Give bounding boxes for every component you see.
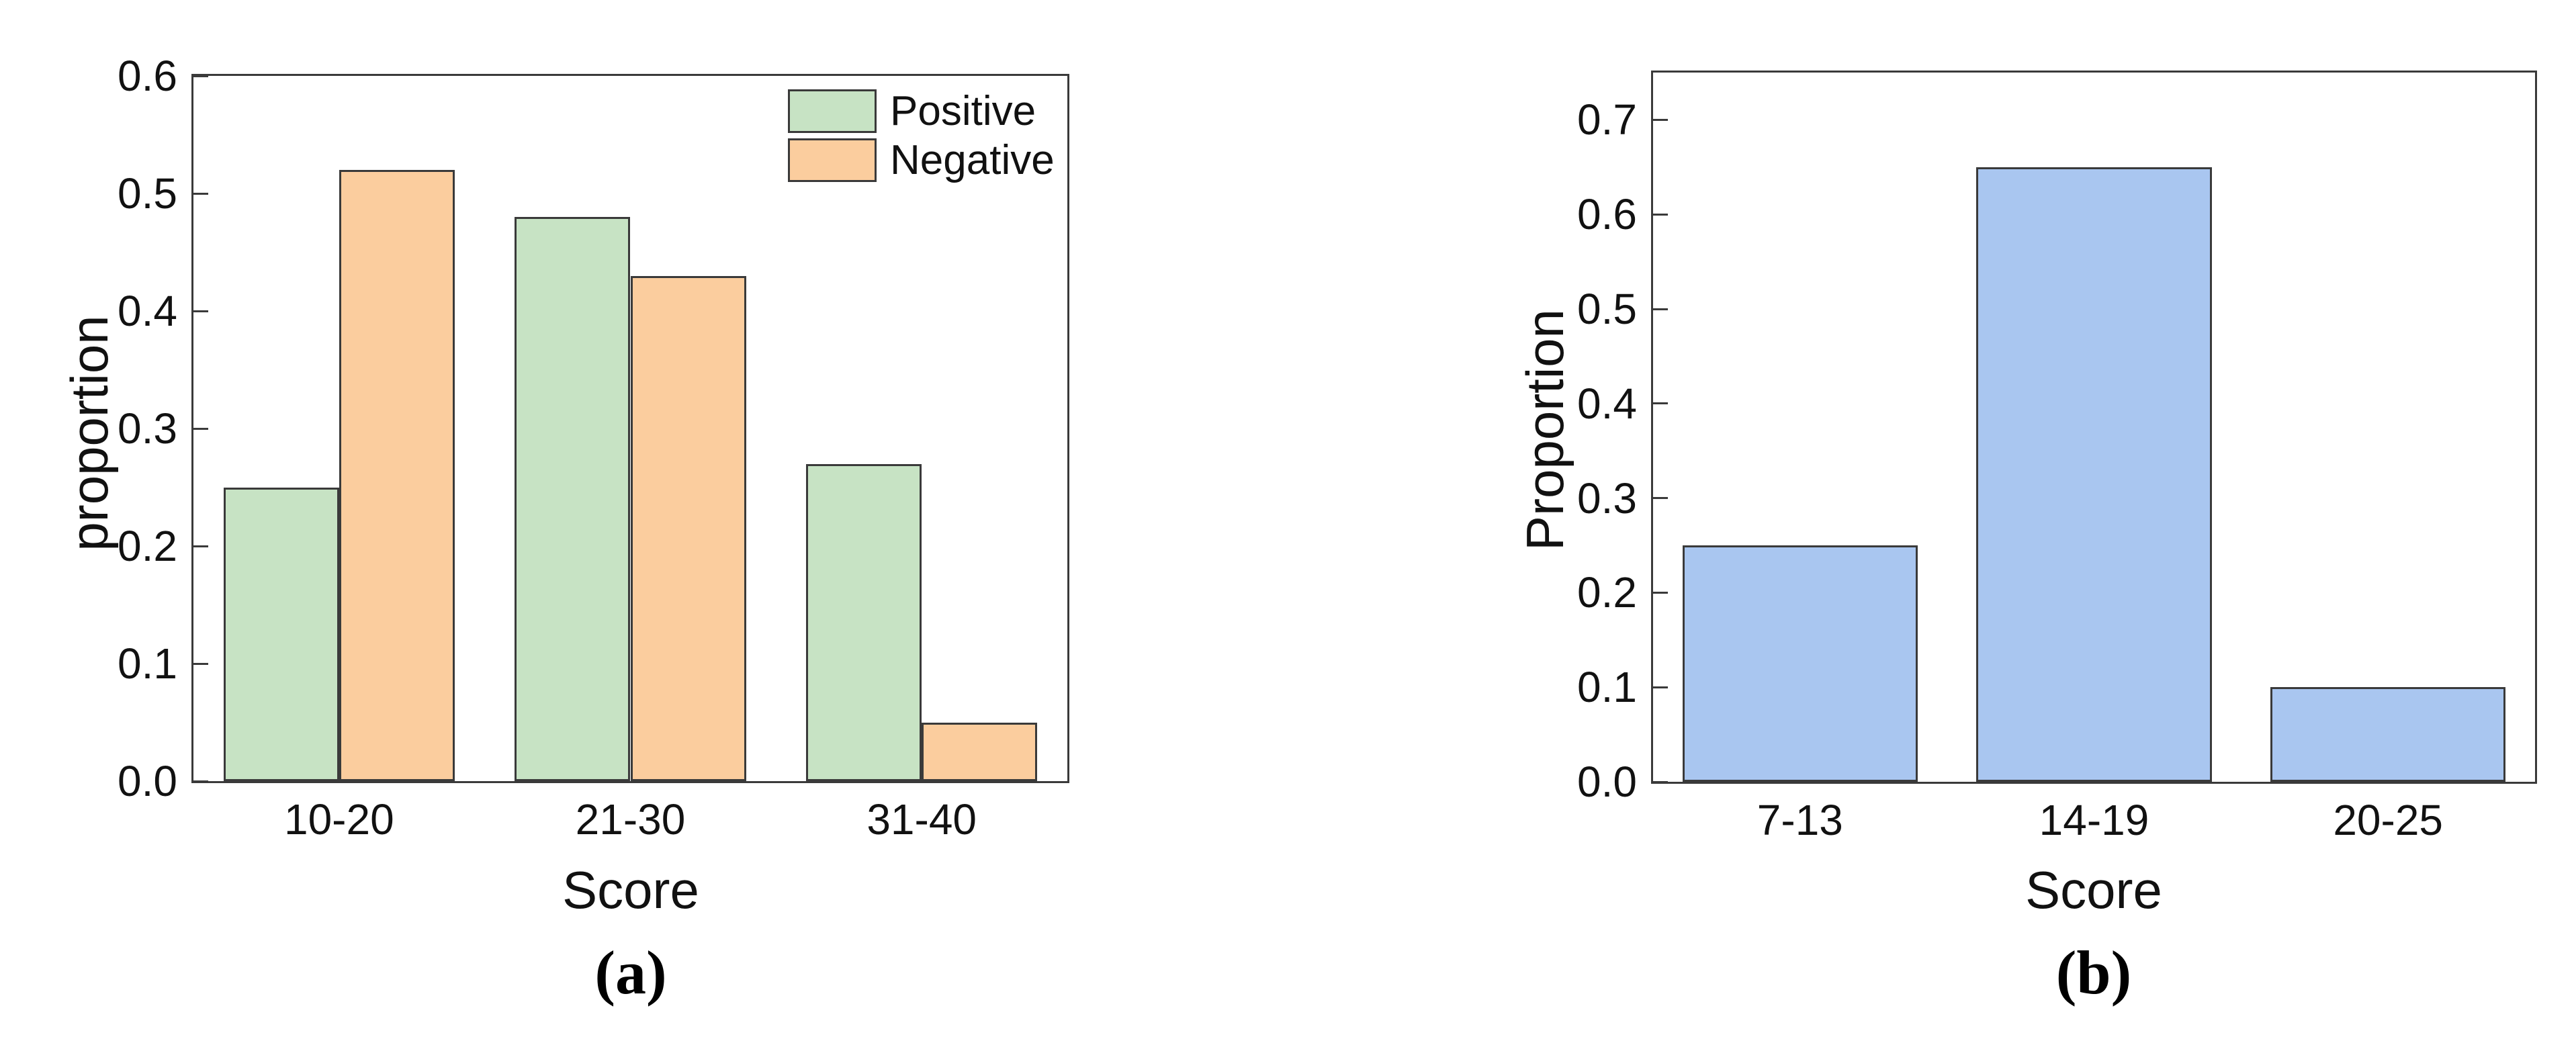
- y-tick-mark: [1653, 780, 1668, 783]
- y-tick-mark: [1653, 118, 1668, 121]
- legend-swatch-negative: [788, 138, 877, 182]
- panel-caption-a: (a): [594, 938, 667, 1007]
- y-tick-label: 0.3: [1577, 474, 1637, 523]
- y-tick-label: 0.0: [118, 757, 177, 805]
- legend-item-positive: Positive: [788, 89, 1055, 133]
- y-tick-label: 0.5: [118, 169, 177, 218]
- plot-area-a: 0.0 0.1 0.2 0.3 0.4 0.5 0.6 10-20 21-30 31-40 Posi…: [118, 54, 1069, 841]
- y-tick-label: 0.1: [1577, 663, 1637, 712]
- x-category-label: 20-25: [2333, 796, 2443, 844]
- bar-negative-10-20: [339, 170, 455, 781]
- bar-value-20-25: [2270, 687, 2506, 782]
- x-axis-label-b: Score: [2025, 860, 2162, 919]
- bar-positive-10-20: [223, 487, 339, 781]
- y-tick-mark: [193, 75, 208, 77]
- x-category-label: 14-19: [2039, 796, 2149, 844]
- y-tick-label: 0.7: [1577, 95, 1637, 144]
- bar-value-14-19: [1976, 167, 2212, 782]
- y-tick-mark: [193, 545, 208, 547]
- legend-item-negative: Negative: [788, 138, 1055, 182]
- y-tick-label: 0.0: [1577, 758, 1637, 806]
- y-tick-label: 0.6: [118, 52, 177, 100]
- legend: Positive Negative: [788, 89, 1055, 182]
- x-category-label: 7-13: [1757, 796, 1843, 844]
- y-axis-label-b: Proportion: [1515, 309, 1574, 551]
- y-tick-mark: [1653, 686, 1668, 688]
- bar-negative-21-30: [630, 275, 746, 781]
- y-tick-label: 0.2: [1577, 568, 1637, 617]
- y-tick-mark: [193, 780, 208, 782]
- legend-label: Positive: [890, 87, 1036, 134]
- bar-value-7-13: [1682, 545, 1918, 782]
- legend-label: Negative: [890, 136, 1055, 183]
- x-category-label: 21-30: [575, 795, 686, 844]
- y-tick-mark: [193, 192, 208, 195]
- y-tick-label: 0.5: [1577, 285, 1637, 333]
- x-axis-label-a: Score: [562, 860, 699, 919]
- y-tick-label: 0.3: [118, 404, 177, 453]
- bar-positive-31-40: [806, 463, 922, 781]
- bar-negative-31-40: [922, 722, 1038, 781]
- y-tick-label: 0.2: [118, 522, 177, 570]
- y-tick-mark: [1653, 402, 1668, 405]
- panel-caption-b: (b): [2055, 938, 2132, 1007]
- y-tick-label: 0.6: [1577, 190, 1637, 239]
- y-tick-mark: [193, 310, 208, 312]
- legend-swatch-positive: [788, 89, 877, 133]
- y-tick-mark: [1653, 591, 1668, 594]
- y-tick-mark: [193, 427, 208, 430]
- y-tick-label: 0.4: [118, 287, 177, 335]
- y-tick-label: 0.1: [118, 639, 177, 688]
- y-tick-mark: [193, 662, 208, 665]
- plot-area-b: 0.0 0.1 0.2 0.3 0.4 0.5 0.6 0.7 7-13 14-19 20-25: [1577, 71, 2537, 842]
- y-tick-mark: [1653, 213, 1668, 216]
- bar-positive-21-30: [515, 217, 631, 781]
- x-category-label: 31-40: [867, 795, 977, 844]
- x-category-label: 10-20: [283, 795, 394, 844]
- y-tick-mark: [1653, 308, 1668, 310]
- y-tick-label: 0.4: [1577, 379, 1637, 428]
- y-axis-label-a: proportion: [60, 315, 119, 551]
- y-tick-mark: [1653, 497, 1668, 500]
